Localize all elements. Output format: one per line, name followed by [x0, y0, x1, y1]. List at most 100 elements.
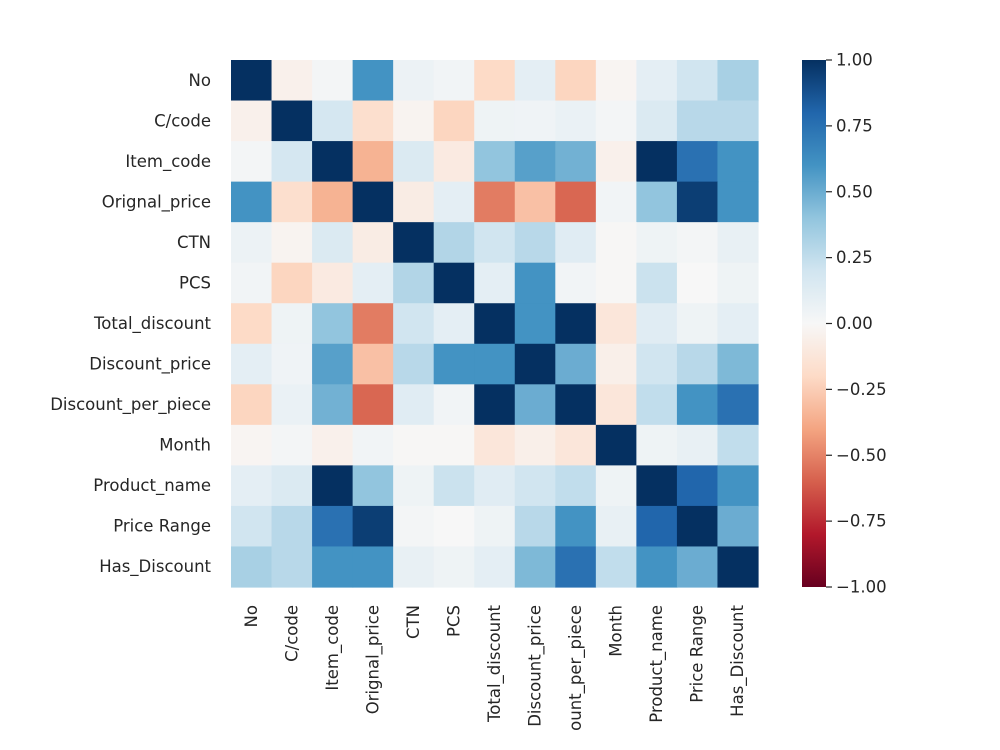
- heatmap-cell: [636, 425, 677, 466]
- heatmap-cell: [393, 222, 434, 263]
- colorbar-tick-label: −1.00: [836, 578, 887, 597]
- heatmap-chart: NoC/codeItem_codeOrignal_priceCTNPCSTota…: [0, 0, 1000, 750]
- heatmap-cell: [717, 506, 758, 547]
- heatmap-cell: [272, 344, 313, 385]
- heatmap-cell: [677, 384, 718, 425]
- heatmap-cell: [636, 344, 677, 385]
- heatmap-cell: [272, 425, 313, 466]
- heatmap-cell: [312, 303, 353, 344]
- heatmap-cell: [272, 182, 313, 223]
- heatmap-cell: [596, 60, 637, 101]
- heatmap-cell: [555, 263, 596, 304]
- heatmap-cell: [596, 141, 637, 182]
- heatmap-cell: [393, 303, 434, 344]
- heatmap-cell: [717, 344, 758, 385]
- heatmap-cell: [393, 141, 434, 182]
- y-tick-label: CTN: [177, 233, 211, 252]
- y-tick-label: C/code: [154, 111, 211, 130]
- colorbar-tick-label: 0.00: [836, 314, 873, 333]
- heatmap-cell: [353, 101, 394, 142]
- heatmap-cell: [515, 506, 556, 547]
- heatmap-cell: [272, 101, 313, 142]
- heatmap-cell: [312, 506, 353, 547]
- heatmap-cell: [636, 182, 677, 223]
- colorbar-tick-label: 0.75: [836, 116, 873, 135]
- heatmap-cell: [353, 182, 394, 223]
- heatmap-cell: [434, 546, 475, 587]
- colorbar-ticks: 1.00 0.75 0.50 0.25 0.00 −0.25 −0.50 −0.75 −1.00: [826, 51, 887, 597]
- heatmap-cell: [434, 344, 475, 385]
- heatmap-cell: [353, 506, 394, 547]
- y-tick-label: Discount_per_piece: [50, 395, 211, 415]
- heatmap-cell: [474, 344, 515, 385]
- heatmap-cell: [474, 303, 515, 344]
- heatmap-cell: [312, 263, 353, 304]
- heatmap-cell: [353, 384, 394, 425]
- x-tick-label: No: [242, 605, 261, 627]
- heatmap-cell: [393, 60, 434, 101]
- heatmap-cell: [636, 546, 677, 587]
- x-axis-tick-labels: No C/code Item_code Orignal_price CTN PCS Tota…: [242, 604, 748, 730]
- heatmap-cell: [555, 303, 596, 344]
- heatmap-cell: [393, 506, 434, 547]
- heatmap-cell: [677, 546, 718, 587]
- heatmap-cell: [474, 141, 515, 182]
- heatmap-cell: [353, 141, 394, 182]
- heatmap-cell: [717, 101, 758, 142]
- heatmap-cell: [636, 60, 677, 101]
- heatmap-cell: [555, 506, 596, 547]
- colorbar-tick-label: 1.00: [836, 51, 873, 70]
- heatmap-cell: [474, 263, 515, 304]
- y-tick-label: Total_discount: [93, 314, 212, 334]
- heatmap-cell: [677, 101, 718, 142]
- heatmap-cell: [393, 263, 434, 304]
- y-tick-label: Price Range: [113, 517, 211, 536]
- heatmap-cell: [515, 182, 556, 223]
- heatmap-cell: [717, 60, 758, 101]
- heatmap-cell: [677, 141, 718, 182]
- heatmap-cell: [677, 506, 718, 547]
- colorbar-tick-label: 0.50: [836, 182, 873, 201]
- heatmap-cells: [231, 60, 759, 588]
- heatmap-cell: [596, 263, 637, 304]
- heatmap-cell: [555, 344, 596, 385]
- heatmap-cell: [231, 425, 272, 466]
- x-tick-label: Discount_price: [526, 605, 546, 727]
- y-tick-label: Has_Discount: [99, 557, 211, 577]
- heatmap-cell: [231, 384, 272, 425]
- x-tick-label: Price Range: [688, 605, 707, 703]
- heatmap-cell: [596, 101, 637, 142]
- heatmap-cell: [636, 384, 677, 425]
- heatmap-cell: [515, 141, 556, 182]
- heatmap-cell: [434, 182, 475, 223]
- colorbar-tick-label: −0.75: [836, 512, 887, 531]
- heatmap-cell: [555, 384, 596, 425]
- x-tick-label: Item_code: [323, 605, 343, 691]
- heatmap-cell: [353, 465, 394, 506]
- heatmap-cell: [474, 546, 515, 587]
- heatmap-cell: [515, 344, 556, 385]
- heatmap-cell: [555, 222, 596, 263]
- heatmap-cell: [596, 465, 637, 506]
- x-tick-label: Month: [607, 605, 626, 657]
- heatmap-cell: [231, 222, 272, 263]
- heatmap-cell: [636, 222, 677, 263]
- heatmap-cell: [515, 546, 556, 587]
- heatmap-cell: [434, 465, 475, 506]
- heatmap-cell: [272, 384, 313, 425]
- heatmap-cell: [474, 465, 515, 506]
- y-tick-label: No: [189, 71, 211, 90]
- heatmap-cell: [596, 222, 637, 263]
- heatmap-cell: [272, 222, 313, 263]
- y-tick-label: Month: [159, 436, 211, 455]
- y-axis-tick-labels: No C/code Item_code Orignal_price CTN PCS Tota…: [50, 71, 211, 577]
- heatmap-cell: [515, 263, 556, 304]
- heatmap-cell: [636, 141, 677, 182]
- heatmap-cell: [596, 546, 637, 587]
- heatmap-cell: [312, 344, 353, 385]
- heatmap-cell: [434, 506, 475, 547]
- heatmap-cell: [555, 101, 596, 142]
- y-tick-label: Product_name: [93, 476, 211, 496]
- heatmap-cell: [677, 344, 718, 385]
- heatmap-cell: [717, 425, 758, 466]
